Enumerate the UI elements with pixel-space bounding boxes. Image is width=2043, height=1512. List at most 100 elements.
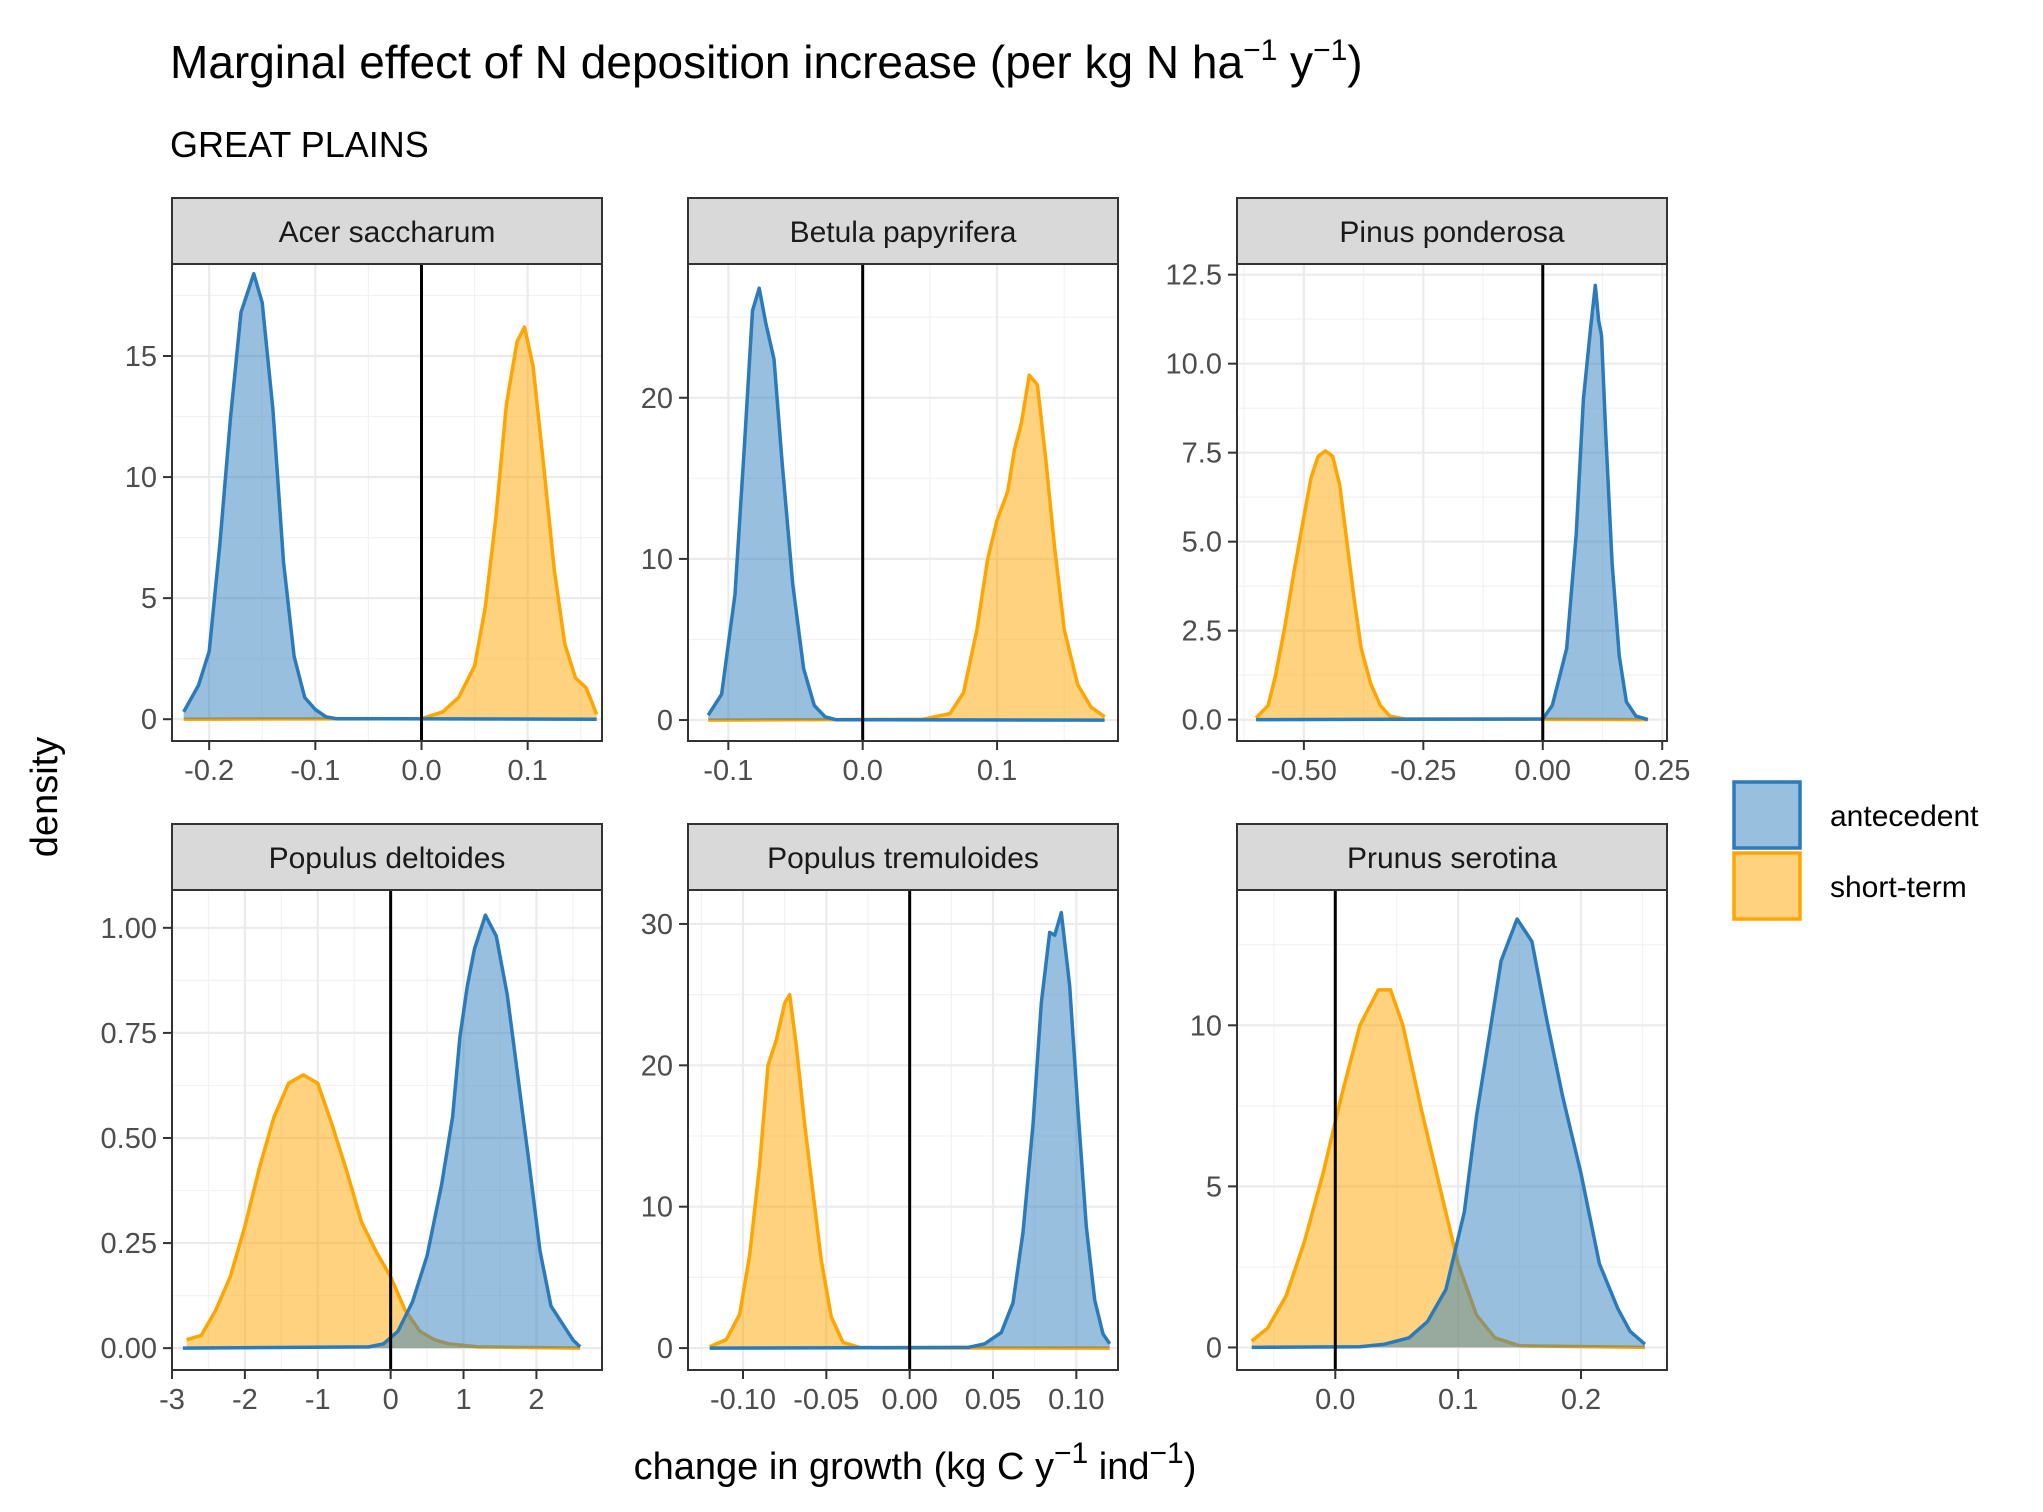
density-area-antecedent xyxy=(1256,285,1648,720)
y-tick-label: 0.25 xyxy=(101,1228,157,1260)
x-tick-label: -0.10 xyxy=(710,1384,776,1416)
x-tick-label: 0 xyxy=(383,1384,399,1416)
panel-border xyxy=(1236,263,1668,742)
y-tick-label: 30 xyxy=(641,909,673,941)
x-tick-label: -0.2 xyxy=(184,755,234,787)
y-tick-label: 10 xyxy=(641,1192,673,1224)
facet-strip-label: Populus deltoides xyxy=(269,842,506,875)
density-line-antecedent xyxy=(182,913,582,1350)
y-tick-label: 0.50 xyxy=(101,1123,157,1155)
density-line-short-term xyxy=(1254,449,1648,722)
density-line-antecedent xyxy=(1256,283,1649,722)
density-line-short-term xyxy=(708,373,1106,722)
x-tick-label: -0.50 xyxy=(1271,755,1337,787)
facet-strip-label: Populus tremuloides xyxy=(767,842,1039,875)
y-tick-label: 0.0 xyxy=(1182,705,1222,737)
x-tick-label: 1 xyxy=(455,1384,471,1416)
density-area-antecedent xyxy=(182,915,581,1349)
density-area-short-term xyxy=(1256,450,1648,720)
y-tick-label: 2.5 xyxy=(1182,616,1222,648)
legend-key-short-term xyxy=(1732,851,1802,921)
panel-border xyxy=(1236,889,1668,1371)
x-tick-label: 0.0 xyxy=(1315,1384,1355,1416)
y-tick-label: 0.75 xyxy=(101,1018,157,1050)
y-tick-label: 20 xyxy=(641,1050,673,1082)
panel-border xyxy=(687,263,1119,742)
panel-betula-papyrifera: Betula papyrifera -0.1 0.0 0.1 0 10 20 xyxy=(641,197,1119,787)
x-tick-label: 0.00 xyxy=(881,1384,937,1416)
facet-strip xyxy=(171,197,603,265)
x-axis-title-superscript: −1 xyxy=(1149,1437,1183,1470)
y-tick-label: 10.0 xyxy=(1166,349,1222,381)
x-tick-label: -1 xyxy=(305,1384,331,1416)
legend-key-antecedent xyxy=(1732,780,1802,850)
y-tick-label: 12.5 xyxy=(1166,260,1222,292)
x-tick-label: -0.05 xyxy=(793,1384,859,1416)
panel-prunus-serotina: Prunus serotina 0.0 0.1 0.2 0 5 10 xyxy=(1190,823,1668,1416)
facet-strip-label: Acer saccharum xyxy=(279,216,496,249)
facet-strip-label: Prunus serotina xyxy=(1347,842,1557,875)
chart-title-main: y xyxy=(1277,36,1313,88)
density-area-antecedent xyxy=(709,912,1110,1349)
chart-title-superscript: −1 xyxy=(1313,34,1347,67)
facet-strip xyxy=(171,823,603,891)
density-area-antecedent xyxy=(708,288,1105,721)
panel-pinus-ponderosa: Pinus ponderosa -0.50 -0.25 0.00 0.25 0.0 2.5 5… xyxy=(1166,197,1690,787)
x-tick-label: 0.10 xyxy=(1048,1384,1104,1416)
legend: antecedent short-term xyxy=(1732,780,1979,921)
density-line-short-term xyxy=(709,992,1110,1350)
x-tick-label: 0.0 xyxy=(843,755,883,787)
chart-title-main: ) xyxy=(1347,36,1362,88)
density-line-antecedent xyxy=(182,271,597,721)
y-tick-label: 1.00 xyxy=(101,913,157,945)
density-area-short-term xyxy=(1251,989,1645,1348)
facet-strip xyxy=(687,823,1119,891)
legend-label-short-term: short-term xyxy=(1830,871,1967,904)
x-tick-label: 0.25 xyxy=(1634,755,1690,787)
y-tick-label: 5 xyxy=(141,583,157,615)
x-tick-label: 0.1 xyxy=(977,755,1017,787)
y-tick-label: 0 xyxy=(141,704,157,736)
chart-title: Marginal effect of N deposition increase… xyxy=(170,34,1363,88)
facet-strip-label: Betula papyrifera xyxy=(790,216,1017,249)
facet-panels: Acer saccharum-0.2 -0.1 0.0 0.1051015Betula… xyxy=(101,197,1690,1416)
y-tick-label: 15 xyxy=(125,341,157,373)
x-tick-label: 0.0 xyxy=(401,755,441,787)
facet-strip xyxy=(1236,197,1668,265)
panel-border xyxy=(171,263,603,742)
legend-label-antecedent: antecedent xyxy=(1830,800,1979,833)
x-tick-label: -0.1 xyxy=(703,755,753,787)
chart-subtitle: GREAT PLAINS xyxy=(170,124,429,165)
y-tick-label: 5 xyxy=(1206,1171,1222,1203)
y-tick-label: 10 xyxy=(1190,1010,1222,1042)
density-area-short-term xyxy=(183,327,597,720)
facet-strip xyxy=(687,197,1119,265)
panel-acer-saccharum: Acer saccharum -0.2 -0.1 0.0 0.1 0 5 10 15 xyxy=(125,197,603,787)
density-line-short-term xyxy=(183,325,599,721)
density-line-antecedent xyxy=(1251,917,1647,1350)
panel-border xyxy=(687,889,1119,1371)
x-tick-label: -3 xyxy=(159,1384,185,1416)
panel-populus-tremuloides: Populus tremuloides -0.10 -0.05 0.00 0.05 0.1… xyxy=(641,823,1119,1416)
x-tick-label: 2 xyxy=(528,1384,544,1416)
density-line-antecedent xyxy=(706,286,1105,722)
x-axis-title-superscript: −1 xyxy=(1054,1437,1088,1470)
x-tick-label: 0.00 xyxy=(1515,755,1571,787)
density-area-short-term xyxy=(186,1074,581,1349)
density-line-antecedent xyxy=(709,910,1112,1350)
x-axis-title: change in growth (kg C y−1 ind−1) xyxy=(634,1437,1197,1488)
y-tick-label: 10 xyxy=(125,462,157,494)
y-tick-label: 0 xyxy=(657,1333,673,1365)
y-tick-label: 0.00 xyxy=(101,1333,157,1365)
chart-title-superscript: −1 xyxy=(1243,34,1277,67)
y-tick-label: 0 xyxy=(1206,1332,1222,1364)
y-axis-title: density xyxy=(24,737,66,857)
x-axis-title-main: ) xyxy=(1184,1446,1197,1488)
x-tick-label: 0.05 xyxy=(965,1384,1021,1416)
x-tick-label: 0.1 xyxy=(508,755,548,787)
x-tick-label: 0.1 xyxy=(1438,1384,1478,1416)
y-tick-label: 10 xyxy=(641,544,673,576)
x-tick-label: -0.1 xyxy=(290,755,340,787)
panel-populus-deltoides: Populus deltoides -3 -2 -1 0 1 2 0.00 0.25 0.50 0.… xyxy=(101,823,603,1416)
